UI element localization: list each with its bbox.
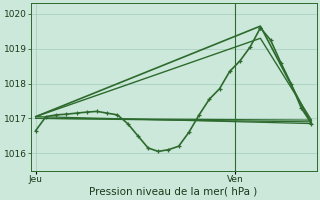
- X-axis label: Pression niveau de la mer( hPa ): Pression niveau de la mer( hPa ): [90, 187, 258, 197]
